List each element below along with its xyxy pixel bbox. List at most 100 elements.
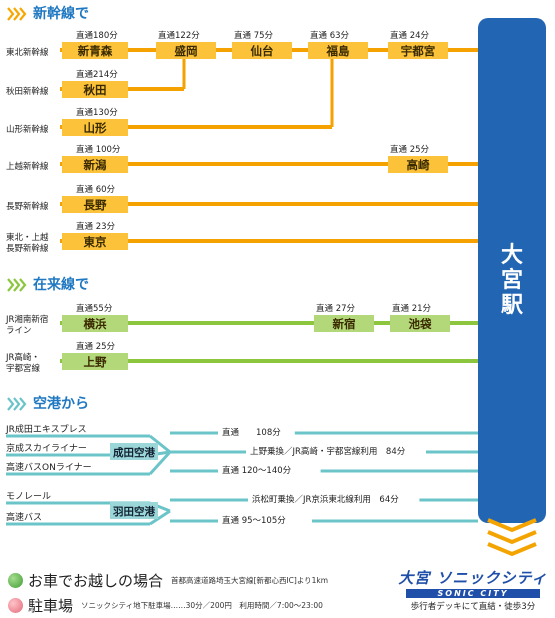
shinkansen-stop-box xyxy=(388,156,448,173)
zairai-stop-box xyxy=(314,315,374,332)
zairai-stop: 池袋 xyxy=(409,317,432,331)
shinkansen-origin: 新潟 xyxy=(84,158,107,172)
airport-label-box xyxy=(110,443,158,460)
brand-tagline: 歩行者デッキにて直結・徒歩3分 xyxy=(410,602,536,612)
shinkansen-stop-time: 直通 25分 xyxy=(390,144,430,155)
shinkansen-stop-time: 直通122分 xyxy=(158,30,200,41)
airport-route-name: 高速バス xyxy=(6,511,42,523)
sonic-city-logo: 大宮 ソニックシティ xyxy=(398,569,548,587)
airport-route-info: 直通 95～105分 xyxy=(222,515,286,526)
airport-label-box xyxy=(110,502,158,519)
zairai-origin-time: 直通 25分 xyxy=(76,341,116,352)
airport-route-name: 高速バスONライナー xyxy=(6,461,92,473)
sonic-city-brand: 大宮 ソニックシティ SONIC CITY 歩行者デッキにて直結・徒歩3分 xyxy=(398,567,548,612)
shinkansen-origin-box xyxy=(62,233,128,250)
zairai-origin-time: 直通55分 xyxy=(76,303,113,314)
zairai-marker-icon xyxy=(7,278,27,292)
shinkansen-origin-box xyxy=(62,196,128,213)
parking-legend-icon xyxy=(8,598,23,613)
shinkansen-origin-time: 直通214分 xyxy=(76,69,118,80)
airport-route-info: 上野乗換／JR高崎・宇都宮線利用 84分 xyxy=(250,446,406,457)
arrival-chevron-icon xyxy=(487,518,537,533)
parking-info: 駐車場 ソニックシティ地下駐車場……30分／200円 利用時間／7:00～23:… xyxy=(8,595,323,616)
airport-route-name: 京成スカイライナー xyxy=(6,442,87,454)
shinkansen-stop-time: 直通 24分 xyxy=(390,30,430,41)
airport-info-bg xyxy=(248,492,420,504)
zairai-origin: 横浜 xyxy=(84,317,107,331)
shinkansen-stop: 宇都宮 xyxy=(401,44,436,58)
airport-route-name: モノレール xyxy=(6,492,51,502)
shinkansen-stop-time: 直通 75分 xyxy=(234,30,274,41)
airport-marker-icon xyxy=(7,397,27,411)
shinkansen-line-name: 長野新幹線 xyxy=(6,201,49,212)
shinkansen-origin-box xyxy=(62,119,128,136)
shinkansen-origin: 新青森 xyxy=(78,44,113,58)
shinkansen-origin: 長野 xyxy=(84,198,107,212)
parking-detail: ソニックシティ地下駐車場……30分／200円 利用時間／7:00～23:00 xyxy=(81,601,323,610)
zairai-origin: 上野 xyxy=(84,355,107,369)
shinkansen-origin: 山形 xyxy=(84,121,107,135)
arrival-chevron-icon xyxy=(487,530,537,545)
shinkansen-origin-time: 直通130分 xyxy=(76,107,118,118)
hub-column xyxy=(478,18,546,523)
shinkansen-stop-box xyxy=(388,42,448,59)
shinkansen-marker-icon xyxy=(7,7,27,21)
airport-name: 羽田空港 xyxy=(113,505,155,518)
shinkansen-stop-box xyxy=(156,42,216,59)
shinkansen-line-name: 上越新幹線 xyxy=(6,161,49,172)
shinkansen-stop-box xyxy=(232,42,292,59)
zairai-line-name: ライン xyxy=(6,326,32,336)
shinkansen-origin-box xyxy=(62,81,128,98)
airport-info-bg xyxy=(218,513,312,525)
zairai-origin-box xyxy=(62,315,128,332)
airport-route-info: 浜松町乗換／JR京浜東北線利用 64分 xyxy=(252,494,399,505)
shinkansen-origin-time: 直通180分 xyxy=(76,30,118,41)
shinkansen-stop-time: 直通 63分 xyxy=(310,30,350,41)
hub-label-char: 宮 xyxy=(501,267,523,293)
shinkansen-origin-time: 直通 100分 xyxy=(76,144,121,155)
shinkansen-stop-box xyxy=(308,42,368,59)
zairai-line-name: 宇都宮線 xyxy=(6,363,41,374)
zairai-origin-box xyxy=(62,353,128,370)
zairai-title: 在来線で xyxy=(33,276,89,293)
airport-route-joint xyxy=(148,450,172,476)
shinkansen-line-name: 長野新幹線 xyxy=(6,243,49,254)
shinkansen-title: 新幹線で xyxy=(33,5,89,22)
zairai-stop-time: 直通 21分 xyxy=(392,303,432,314)
airport-info-bg xyxy=(218,463,321,475)
shinkansen-line-name: 東北新幹線 xyxy=(6,47,49,58)
shinkansen-origin-time: 直通 23分 xyxy=(76,221,116,232)
airport-title: 空港から xyxy=(33,395,89,412)
shinkansen-line-name: 山形新幹線 xyxy=(6,124,49,135)
shinkansen-line-name: 秋田新幹線 xyxy=(6,86,49,97)
shinkansen-origin: 秋田 xyxy=(84,83,107,97)
zairai-stop-box xyxy=(390,315,450,332)
shinkansen-line-name: 東北・上越 xyxy=(6,232,49,243)
shinkansen-origin-time: 直通 60分 xyxy=(76,184,116,195)
shinkansen-stop: 高崎 xyxy=(407,158,430,172)
hub-label-char: 大 xyxy=(501,243,523,268)
airport-route-joint xyxy=(149,434,171,454)
car-access: お車でお越しの場合 首都高速道路埼玉大宮線[新都心西IC]より1km xyxy=(8,570,328,591)
shinkansen-origin: 東京 xyxy=(84,235,107,249)
airport-name: 成田空港 xyxy=(113,446,155,459)
shinkansen-stop: 仙台 xyxy=(251,44,274,58)
shinkansen-origin-box xyxy=(62,42,128,59)
airport-route-name: JR成田エキスプレス xyxy=(5,423,87,435)
sonic-city-logo-en: SONIC CITY xyxy=(406,589,540,598)
airport-route-info: 直通 120～140分 xyxy=(222,465,292,476)
hub-label-char: 駅 xyxy=(501,293,523,318)
car-legend-icon xyxy=(8,573,23,588)
shinkansen-stop: 福島 xyxy=(326,44,350,58)
zairai-line-name: JR湘南新宿 xyxy=(5,314,48,325)
parking-title: 駐車場 xyxy=(28,597,74,615)
airport-info-bg xyxy=(246,444,426,456)
arrival-chevron-icon xyxy=(487,542,537,557)
airport-info-bg xyxy=(218,425,295,437)
car-access-detail: 首都高速道路埼玉大宮線[新都心西IC]より1km xyxy=(171,576,329,585)
shinkansen-origin-box xyxy=(62,156,128,173)
shinkansen-stop: 盛岡 xyxy=(175,44,198,58)
car-access-title: お車でお越しの場合 xyxy=(28,572,164,590)
